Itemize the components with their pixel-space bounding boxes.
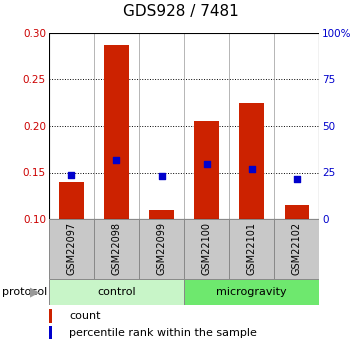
Bar bbox=[149, 210, 174, 219]
Bar bbox=[49, 279, 184, 305]
Bar bbox=[49, 309, 52, 323]
Bar bbox=[49, 326, 52, 339]
Point bbox=[249, 166, 255, 171]
Point bbox=[159, 174, 165, 179]
Bar bbox=[59, 182, 84, 219]
Text: percentile rank within the sample: percentile rank within the sample bbox=[69, 328, 257, 338]
Text: count: count bbox=[69, 311, 101, 321]
Bar bbox=[229, 219, 274, 279]
Bar bbox=[274, 219, 319, 279]
Text: protocol: protocol bbox=[2, 287, 47, 297]
Text: GSM22097: GSM22097 bbox=[66, 221, 76, 275]
Point bbox=[114, 158, 119, 163]
Text: GSM22101: GSM22101 bbox=[247, 221, 257, 275]
Bar bbox=[94, 219, 139, 279]
Bar bbox=[184, 219, 229, 279]
Text: GSM22100: GSM22100 bbox=[202, 221, 212, 275]
Bar bbox=[139, 219, 184, 279]
Bar bbox=[104, 45, 129, 219]
Bar bbox=[49, 219, 94, 279]
Text: GSM22098: GSM22098 bbox=[112, 221, 121, 275]
Point bbox=[69, 172, 74, 178]
Text: control: control bbox=[97, 287, 136, 297]
Text: GSM22099: GSM22099 bbox=[157, 221, 166, 275]
Text: microgravity: microgravity bbox=[217, 287, 287, 297]
Point bbox=[294, 176, 300, 182]
Bar bbox=[184, 279, 319, 305]
Text: GDS928 / 7481: GDS928 / 7481 bbox=[123, 4, 238, 19]
Bar bbox=[194, 121, 219, 219]
Point bbox=[204, 161, 209, 167]
Text: ▶: ▶ bbox=[30, 286, 39, 299]
Text: GSM22102: GSM22102 bbox=[292, 221, 302, 275]
Bar bbox=[284, 205, 309, 219]
Bar bbox=[239, 103, 264, 219]
